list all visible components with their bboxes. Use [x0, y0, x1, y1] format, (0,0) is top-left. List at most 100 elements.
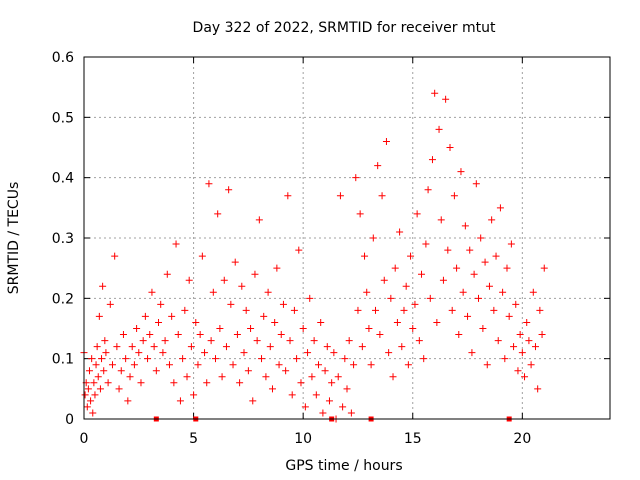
- data-points: [80, 89, 548, 423]
- data-point: [393, 318, 401, 326]
- data-point: [205, 180, 213, 188]
- data-point: [323, 343, 331, 351]
- data-point: [92, 361, 100, 369]
- data-point: [437, 216, 445, 224]
- data-point: [523, 318, 531, 326]
- data-point: [233, 331, 241, 339]
- data-point: [347, 409, 355, 417]
- data-point: [424, 186, 432, 194]
- data-point: [529, 288, 537, 296]
- data-point: [415, 337, 423, 345]
- data-point: [365, 325, 373, 332]
- data-point: [538, 331, 546, 339]
- data-point: [444, 246, 452, 254]
- data-point: [512, 300, 520, 308]
- data-point: [225, 186, 233, 194]
- data-point: [201, 349, 209, 357]
- data-point: [409, 325, 417, 332]
- data-point: [527, 361, 535, 369]
- data-point: [101, 337, 109, 345]
- tick-labels: 0 0.1 0.2 0.3 0.4 0.5 0.6 0 5 10 15 20: [52, 50, 532, 447]
- data-point: [209, 288, 217, 296]
- data-point: [124, 397, 132, 405]
- y-tick-label: 0.1: [52, 352, 74, 368]
- data-point: [115, 385, 123, 393]
- data-point: [279, 300, 287, 308]
- data-point: [455, 331, 463, 339]
- data-point: [299, 325, 307, 332]
- data-point: [531, 343, 539, 351]
- data-point: [358, 343, 366, 351]
- data-point: [119, 331, 127, 339]
- y-tick-label: 0.6: [52, 50, 74, 66]
- data-point: [446, 144, 454, 151]
- x-tick-label: 0: [80, 431, 89, 447]
- data-point: [339, 403, 347, 411]
- data-point: [266, 343, 274, 351]
- y-tick-label: 0.5: [52, 110, 74, 126]
- data-point: [258, 355, 266, 363]
- data-point: [310, 337, 318, 345]
- y-tick-label: 0.2: [52, 291, 74, 307]
- data-point: [111, 252, 119, 260]
- data-point: [185, 276, 193, 284]
- data-point: [459, 288, 467, 296]
- data-point: [135, 349, 143, 357]
- data-point: [510, 343, 518, 351]
- data-point: [100, 367, 108, 375]
- data-point: [181, 306, 189, 314]
- data-point: [536, 306, 544, 314]
- data-point: [304, 349, 312, 357]
- data-point: [499, 288, 507, 296]
- data-point: [494, 337, 502, 345]
- data-point: [106, 300, 114, 308]
- data-point: [540, 264, 548, 272]
- grid-lines: [84, 57, 610, 419]
- data-point: [367, 361, 375, 369]
- data-point: [343, 385, 351, 393]
- data-point: [122, 355, 130, 363]
- data-point: [297, 379, 305, 387]
- data-point: [84, 385, 92, 393]
- data-point: [88, 355, 96, 363]
- data-point: [330, 349, 338, 357]
- data-point: [315, 361, 323, 369]
- data-point: [284, 192, 292, 200]
- data-point: [152, 367, 160, 375]
- data-point: [144, 355, 152, 363]
- data-point: [450, 192, 458, 200]
- x-tick-label: 10: [294, 431, 312, 447]
- data-point: [238, 282, 246, 290]
- data-point: [433, 318, 441, 326]
- data-point: [108, 361, 116, 369]
- data-point: [161, 337, 169, 345]
- data-point: [396, 228, 404, 236]
- data-point: [391, 264, 399, 272]
- data-point: [442, 95, 450, 103]
- data-point: [229, 361, 237, 369]
- data-point: [176, 397, 184, 405]
- data-point: [81, 391, 89, 399]
- data-point: [293, 355, 301, 363]
- data-point: [525, 337, 533, 345]
- data-point: [168, 312, 176, 320]
- data-point: [361, 252, 369, 260]
- data-point: [255, 216, 263, 224]
- data-point: [356, 210, 364, 218]
- data-point: [91, 391, 99, 399]
- data-point: [503, 264, 511, 272]
- data-point: [170, 379, 178, 387]
- data-point: [490, 306, 498, 314]
- data-point: [196, 331, 204, 339]
- data-point: [157, 300, 165, 308]
- data-point: [286, 337, 294, 345]
- data-point: [268, 385, 276, 393]
- data-point: [288, 391, 296, 399]
- data-point: [428, 156, 436, 164]
- data-point: [89, 409, 97, 417]
- data-point: [222, 343, 230, 351]
- data-point: [350, 361, 358, 369]
- data-point: [273, 264, 281, 272]
- data-point: [404, 361, 412, 369]
